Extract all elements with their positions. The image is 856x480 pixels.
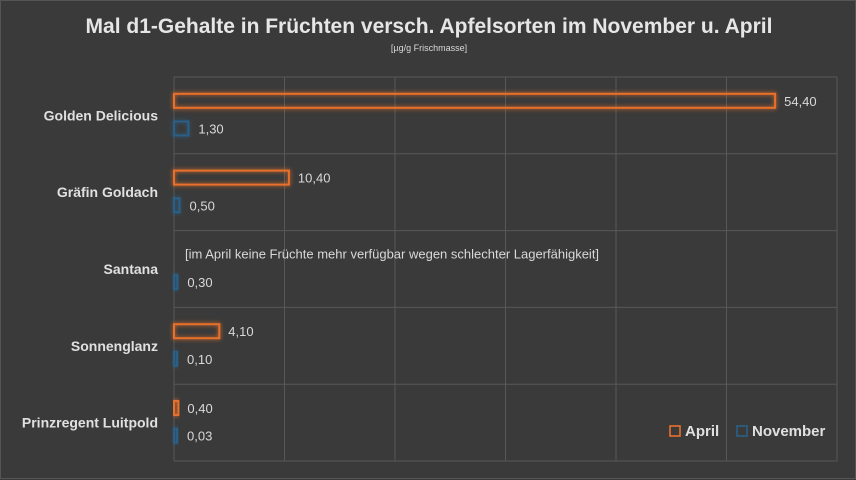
data-label-november: 0,03 bbox=[187, 429, 212, 444]
data-label-november: 0,10 bbox=[187, 352, 212, 367]
legend-swatch-april bbox=[669, 425, 681, 437]
chart-title: Mal d1-Gehalte in Früchten versch. Apfel… bbox=[85, 15, 773, 38]
category-label: Sonnenglanz bbox=[71, 338, 158, 354]
category-label: Prinzregent Luitpold bbox=[22, 415, 158, 431]
legend-label-november: November bbox=[752, 423, 826, 440]
bar-november bbox=[173, 427, 178, 444]
bar-april bbox=[173, 400, 180, 417]
data-label-april: 4,10 bbox=[228, 324, 253, 339]
data-label-april: 0,40 bbox=[187, 401, 212, 416]
data-label-november: 1,30 bbox=[198, 121, 223, 136]
chart-subtitle: [µg/g Frischmasse] bbox=[390, 43, 468, 53]
data-label-november: 0,30 bbox=[187, 275, 212, 290]
bar-november bbox=[173, 274, 179, 291]
annotation-note: [im April keine Früchte mehr verfügbar w… bbox=[185, 246, 599, 261]
bar-april bbox=[173, 323, 221, 340]
category-label: Santana bbox=[104, 261, 159, 277]
legend-label-april: April bbox=[685, 423, 719, 440]
data-label-april: 54,40 bbox=[784, 94, 817, 109]
bar-november bbox=[173, 197, 181, 214]
bar-november bbox=[173, 350, 178, 367]
category-label: Gräfin Goldach bbox=[57, 184, 158, 200]
data-label-november: 0,50 bbox=[190, 198, 215, 213]
legend-swatch-november bbox=[736, 425, 748, 437]
bar-april bbox=[173, 169, 290, 186]
bar-april bbox=[173, 92, 777, 109]
category-label: Golden Delicious bbox=[44, 107, 159, 123]
bar-november bbox=[173, 120, 190, 137]
data-label-april: 10,40 bbox=[298, 171, 331, 186]
